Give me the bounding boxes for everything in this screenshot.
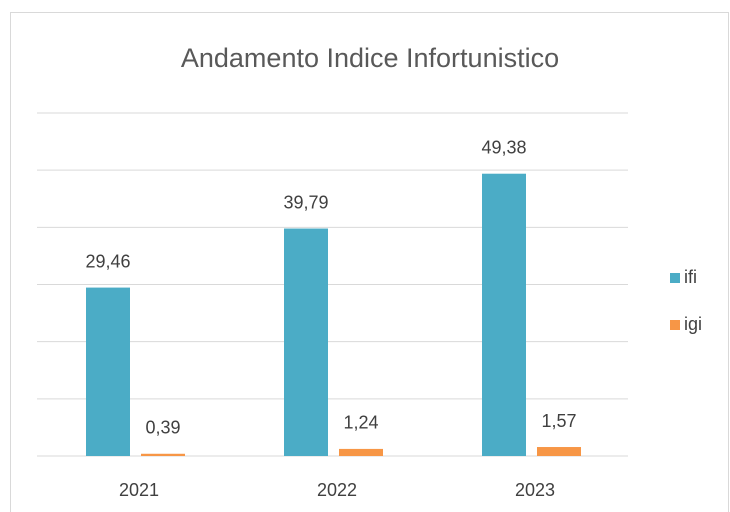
chart-border (10, 12, 729, 512)
x-tick-label: 2023 (515, 480, 555, 500)
x-tick-label: 2022 (317, 480, 357, 500)
data-label: 1,24 (343, 413, 378, 433)
bar (537, 447, 581, 456)
x-tick-label: 2021 (119, 480, 159, 500)
bar (339, 448, 383, 456)
bar (86, 287, 130, 456)
data-label: 1,57 (541, 411, 576, 431)
data-label: 49,38 (481, 137, 526, 157)
legend-label: ifi (684, 267, 697, 287)
bar (141, 453, 185, 456)
chart-title: Andamento Indice Infortunistico (181, 43, 559, 73)
data-label: 39,79 (283, 192, 328, 212)
legend-swatch (670, 320, 680, 330)
data-label: 29,46 (85, 251, 130, 271)
bar (284, 228, 328, 456)
bar (482, 173, 526, 456)
data-label: 0,39 (145, 418, 180, 438)
legend-swatch (670, 273, 680, 283)
legend-label: igi (684, 314, 702, 334)
